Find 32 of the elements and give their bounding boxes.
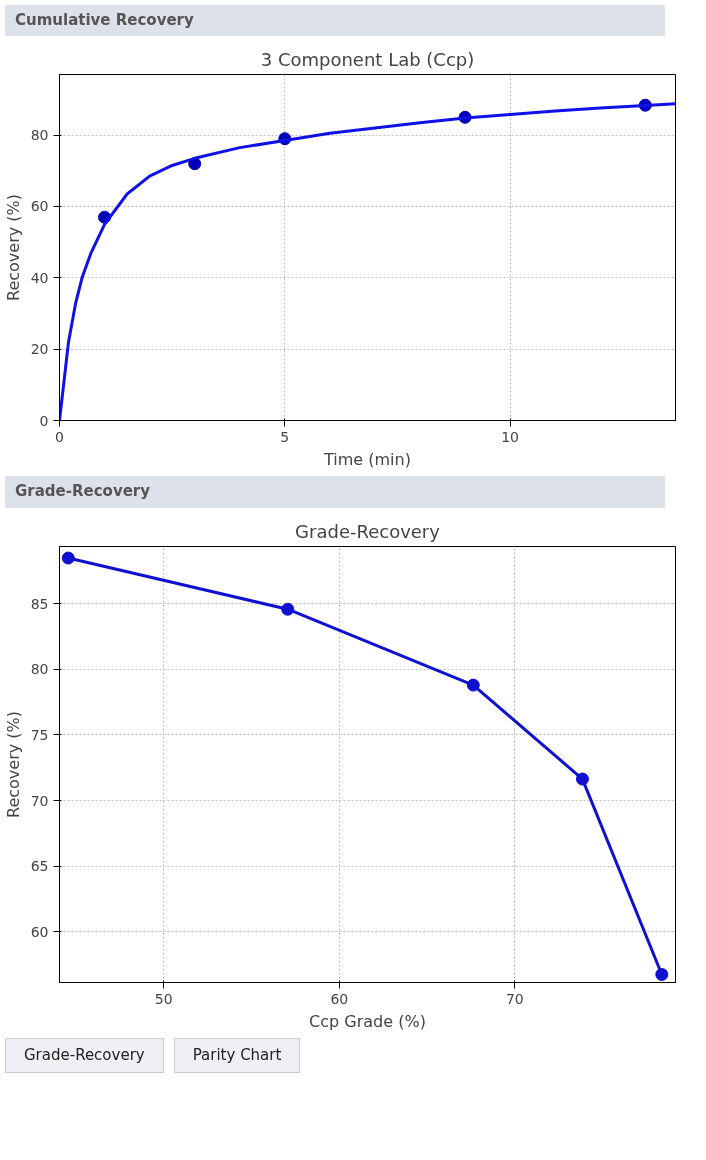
y-tick-label: 20 [30,341,49,358]
y-tick-label: 85 [30,595,49,612]
text: Grade-Recovery [5,476,665,508]
chart-title: Grade-Recovery [295,520,441,542]
y-axis-title: Recovery (%) [3,710,23,818]
point [61,551,75,565]
text: Parity Chart [173,1037,301,1074]
point [281,602,295,616]
y-tick-label: 70 [30,792,49,809]
point [575,772,589,786]
text: Grade-Recovery [5,1037,164,1074]
x-tick-label: 0 [55,428,64,445]
point [655,967,669,981]
y-tick-label: 80 [30,127,49,144]
y-tick-label: 65 [30,858,49,875]
x-tick-label: 10 [501,428,520,445]
y-axis-title: Recovery (%) [3,194,23,302]
y-tick-label: 80 [30,661,49,678]
x-tick-label: 70 [505,990,524,1007]
text: Cumulative Recovery [5,5,665,37]
x-tick-label: 5 [280,428,290,445]
x-tick-label: 60 [330,990,349,1007]
y-tick-label: 40 [30,270,49,287]
y-tick-label: 60 [30,923,49,940]
point [466,678,480,692]
x-axis-title: Ccp Grade (%) [309,1011,426,1031]
x-tick-label: 50 [154,990,173,1007]
y-tick-label: 75 [30,726,49,743]
y-tick-label: 60 [30,198,49,215]
y-tick-label: 0 [39,412,49,429]
chart-title: 3 Component Lab (Ccp) [260,48,475,70]
x-axis-title: Time (min) [323,449,411,469]
